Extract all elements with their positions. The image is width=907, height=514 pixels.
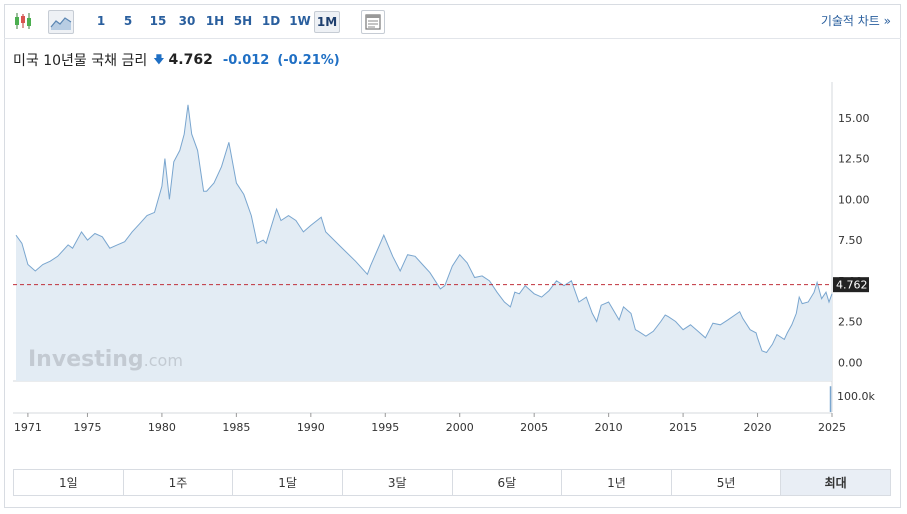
range-3m[interactable]: 3달 [343, 470, 453, 495]
last-price: 4.762 [168, 52, 213, 68]
yield-line [15, 104, 833, 354]
x-tick-label: 2020 [744, 421, 772, 434]
current-price-label: 4.762 [833, 277, 869, 293]
instrument-title: 미국 10년물 국채 금리 [13, 53, 148, 69]
investing-watermark: Investing.com [28, 347, 183, 372]
y-tick-label: 15.00 [838, 112, 870, 125]
svg-text:4.762: 4.762 [836, 279, 868, 292]
interval-5h[interactable]: 5H [233, 14, 253, 28]
range-1w[interactable]: 1주 [124, 470, 234, 495]
interval-1w[interactable]: 1W [289, 14, 311, 28]
y-tick-label: 7.50 [838, 234, 863, 247]
svg-text:Investing.com: Investing.com [28, 347, 183, 372]
y-tick-label: 0.00 [838, 356, 863, 369]
interval-30[interactable]: 30 [178, 14, 196, 28]
price-change: -0.012 [222, 52, 270, 68]
range-1d[interactable]: 1일 [14, 470, 124, 495]
interval-1[interactable]: 1 [96, 14, 106, 28]
indicator-panel-icon[interactable] [361, 10, 385, 34]
range-max[interactable]: 최대 [781, 470, 890, 495]
range-selector: 1일 1주 1달 3달 6달 1년 5년 최대 [13, 469, 891, 496]
x-tick-label: 2025 [818, 421, 846, 434]
interval-1d[interactable]: 1D [261, 14, 281, 28]
y-tick-label: 12.50 [838, 153, 870, 166]
y-tick-label: 2.50 [838, 316, 863, 329]
y-tick-label: 10.00 [838, 193, 870, 206]
watermark-brand: Investing [28, 347, 144, 372]
x-tick-label: 2015 [669, 421, 697, 434]
volume-max-label: 100.0k [837, 390, 875, 403]
quote-header: 미국 10년물 국채 금리 🡇 4.762 -0.012 (-0.21%) [13, 48, 348, 72]
x-tick-label: 2000 [446, 421, 474, 434]
watermark-suffix: .com [144, 351, 183, 370]
interval-1m[interactable]: 1M [314, 11, 340, 33]
down-arrow-icon: 🡇 [153, 52, 165, 66]
candlestick-icon[interactable] [12, 10, 34, 32]
range-6m[interactable]: 6달 [453, 470, 563, 495]
x-tick-label: 1995 [371, 421, 399, 434]
volume-bar [829, 386, 832, 412]
range-1m[interactable]: 1달 [233, 470, 343, 495]
x-tick-label: 1985 [222, 421, 250, 434]
chart-toolbar: 1 5 15 30 1H 5H 1D 1W 1M 기술적 차트 » [4, 4, 901, 39]
interval-15[interactable]: 15 [149, 14, 167, 28]
x-tick-label: 1975 [73, 421, 101, 434]
x-tick-label: 1971 [14, 421, 42, 434]
x-tick-label: 2010 [595, 421, 623, 434]
x-tick-label: 2005 [520, 421, 548, 434]
x-tick-label: 1980 [148, 421, 176, 434]
interval-5[interactable]: 5 [123, 14, 133, 28]
range-5y[interactable]: 5년 [672, 470, 782, 495]
yield-area [16, 104, 832, 382]
x-tick-label: 1990 [297, 421, 325, 434]
range-1y[interactable]: 1년 [562, 470, 672, 495]
price-change-percent: (-0.21%) [277, 52, 340, 68]
interval-1h[interactable]: 1H [205, 14, 225, 28]
tech-chart-link[interactable]: 기술적 차트 » [820, 14, 891, 28]
area-chart-icon[interactable] [48, 10, 74, 34]
